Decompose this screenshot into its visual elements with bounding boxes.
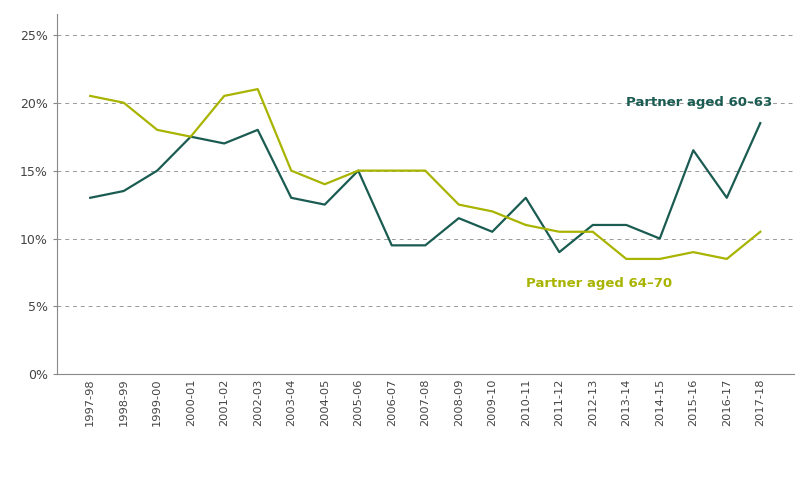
Text: Partner aged 64–70: Partner aged 64–70 — [526, 276, 671, 289]
Text: Partner aged 60–63: Partner aged 60–63 — [626, 96, 773, 109]
